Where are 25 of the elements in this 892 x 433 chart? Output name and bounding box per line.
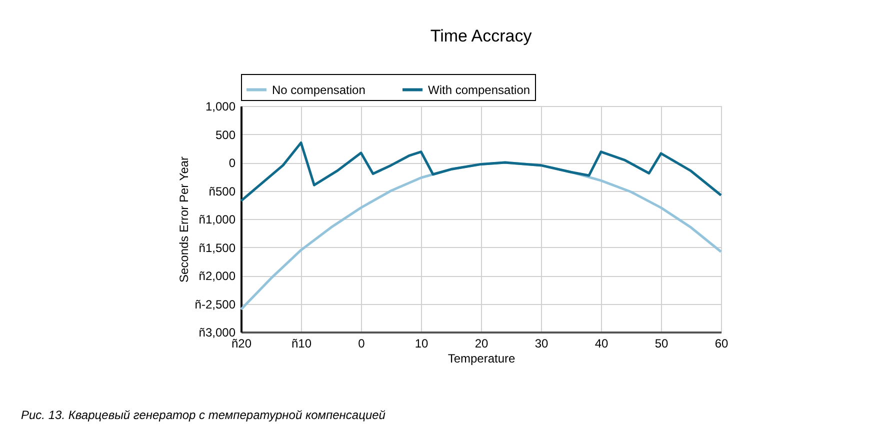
legend-label: No compensation (272, 82, 366, 97)
x-tick-label: 20 (474, 336, 488, 350)
y-tick-label: 0 (228, 156, 236, 170)
y-axis-title: Seconds Error Per Year (176, 156, 191, 283)
x-tick-label: 50 (654, 336, 668, 350)
y-tick-label: ñ-2,500 (194, 297, 236, 312)
y-tick-label: ñ1,500 (198, 240, 236, 255)
x-tick-label: 10 (414, 336, 428, 350)
y-tick-label: ñ1,000 (198, 212, 236, 226)
x-tick-label: 40 (594, 336, 608, 350)
chart-title: Time Accracy (430, 26, 532, 46)
legend-label: With compensation (428, 82, 530, 97)
x-tick-label: 30 (534, 336, 548, 350)
x-tick-label: ñ20 (231, 336, 252, 350)
x-tick-label: ñ10 (291, 336, 312, 350)
y-tick-label: ñ500 (208, 184, 236, 198)
x-tick-label: 60 (714, 336, 728, 350)
text: Рис. 13. Кварцевый генератор с температурной компенсацией (21, 408, 386, 422)
y-tick-label: ñ2,000 (198, 269, 236, 283)
line-series (240, 141, 722, 202)
x-tick-label: 0 (358, 336, 366, 350)
y-tick-label: 1,000 (205, 100, 236, 114)
y-tick-label: ñ3,000 (198, 326, 236, 340)
y-tick-label: 500 (215, 128, 236, 142)
x-axis-title: Temperature (448, 352, 516, 366)
